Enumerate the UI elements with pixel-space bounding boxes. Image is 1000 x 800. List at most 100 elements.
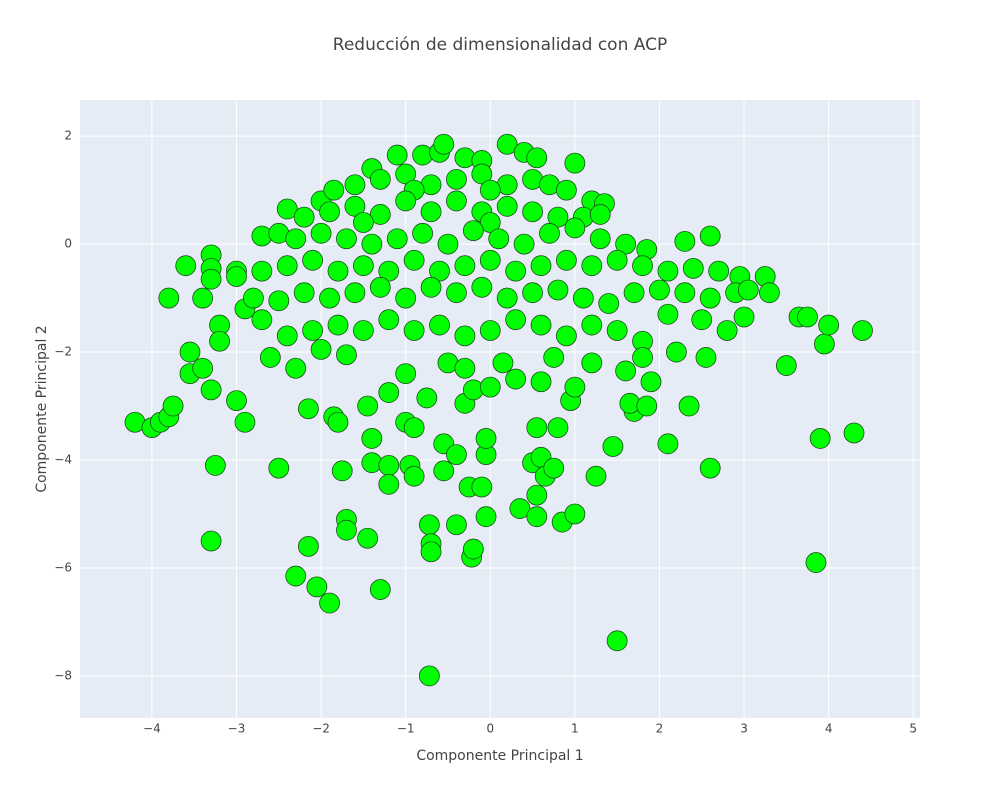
point [446,444,467,466]
point [479,320,501,341]
point [471,276,493,298]
point [695,347,717,368]
x-tick-label: 4 [825,722,833,736]
point [200,268,222,290]
y-tick-label: −2 [54,345,72,359]
point [175,255,197,277]
y-tick-label: 2 [64,129,72,143]
point [276,255,298,277]
point [327,411,349,433]
point [357,395,379,417]
point [369,168,391,190]
point [446,514,467,536]
x-tick-label: −1 [397,722,415,736]
point [479,376,501,398]
point [276,198,298,220]
point [547,417,569,439]
point [293,282,315,304]
x-tick-label: 2 [656,722,664,736]
point [475,428,497,449]
point [479,212,501,233]
point [513,233,535,255]
y-tick-label: 0 [64,237,72,251]
point [378,309,400,331]
point [818,314,840,336]
point [344,195,366,217]
point [209,330,230,352]
point [843,422,865,444]
point [200,530,222,552]
point [488,228,510,250]
point [433,460,455,482]
point [344,282,366,304]
point [226,390,247,412]
point [323,179,345,201]
point [378,382,400,403]
point [699,457,721,479]
point [581,255,603,277]
point [556,179,577,201]
point [564,503,586,525]
point [259,347,281,368]
y-tick-label: −6 [54,560,72,574]
point [268,290,290,312]
point [606,320,628,341]
point [564,376,586,398]
point [344,174,366,196]
point [179,341,201,363]
point [632,255,653,277]
point [446,282,467,304]
x-tick-label: −3 [228,722,246,736]
point [293,206,315,228]
point [446,190,467,212]
point [192,357,214,379]
point [556,249,577,271]
point [204,455,226,476]
y-tick-label: −8 [54,668,72,682]
point [352,255,374,277]
point [522,201,543,223]
point [420,276,442,298]
point [526,506,548,528]
point [429,314,450,336]
point [297,398,319,420]
point [285,228,307,250]
point [496,287,518,309]
point [471,476,493,498]
point [454,255,476,277]
point [589,228,611,250]
point [759,282,780,304]
point [361,233,383,255]
point [657,260,679,282]
point [530,314,552,336]
point [530,371,552,393]
point [361,428,383,449]
point [319,592,340,614]
point [192,287,214,309]
point [581,352,603,374]
point [682,257,704,279]
point [369,204,391,225]
point [699,225,721,247]
point [492,352,514,374]
point [297,535,319,557]
point [268,457,290,479]
point [526,484,548,506]
point [649,279,670,301]
point [162,395,184,417]
point [530,255,552,277]
point [632,347,653,368]
point [547,279,569,301]
point [420,201,442,223]
point [505,368,527,390]
point [418,514,440,536]
point [369,579,391,600]
x-tick-label: 5 [909,722,917,736]
point [479,179,501,201]
point [539,222,560,244]
point [775,355,797,376]
point [509,498,531,519]
point [678,395,700,417]
x-tick-label: 3 [740,722,748,736]
point [657,303,679,325]
